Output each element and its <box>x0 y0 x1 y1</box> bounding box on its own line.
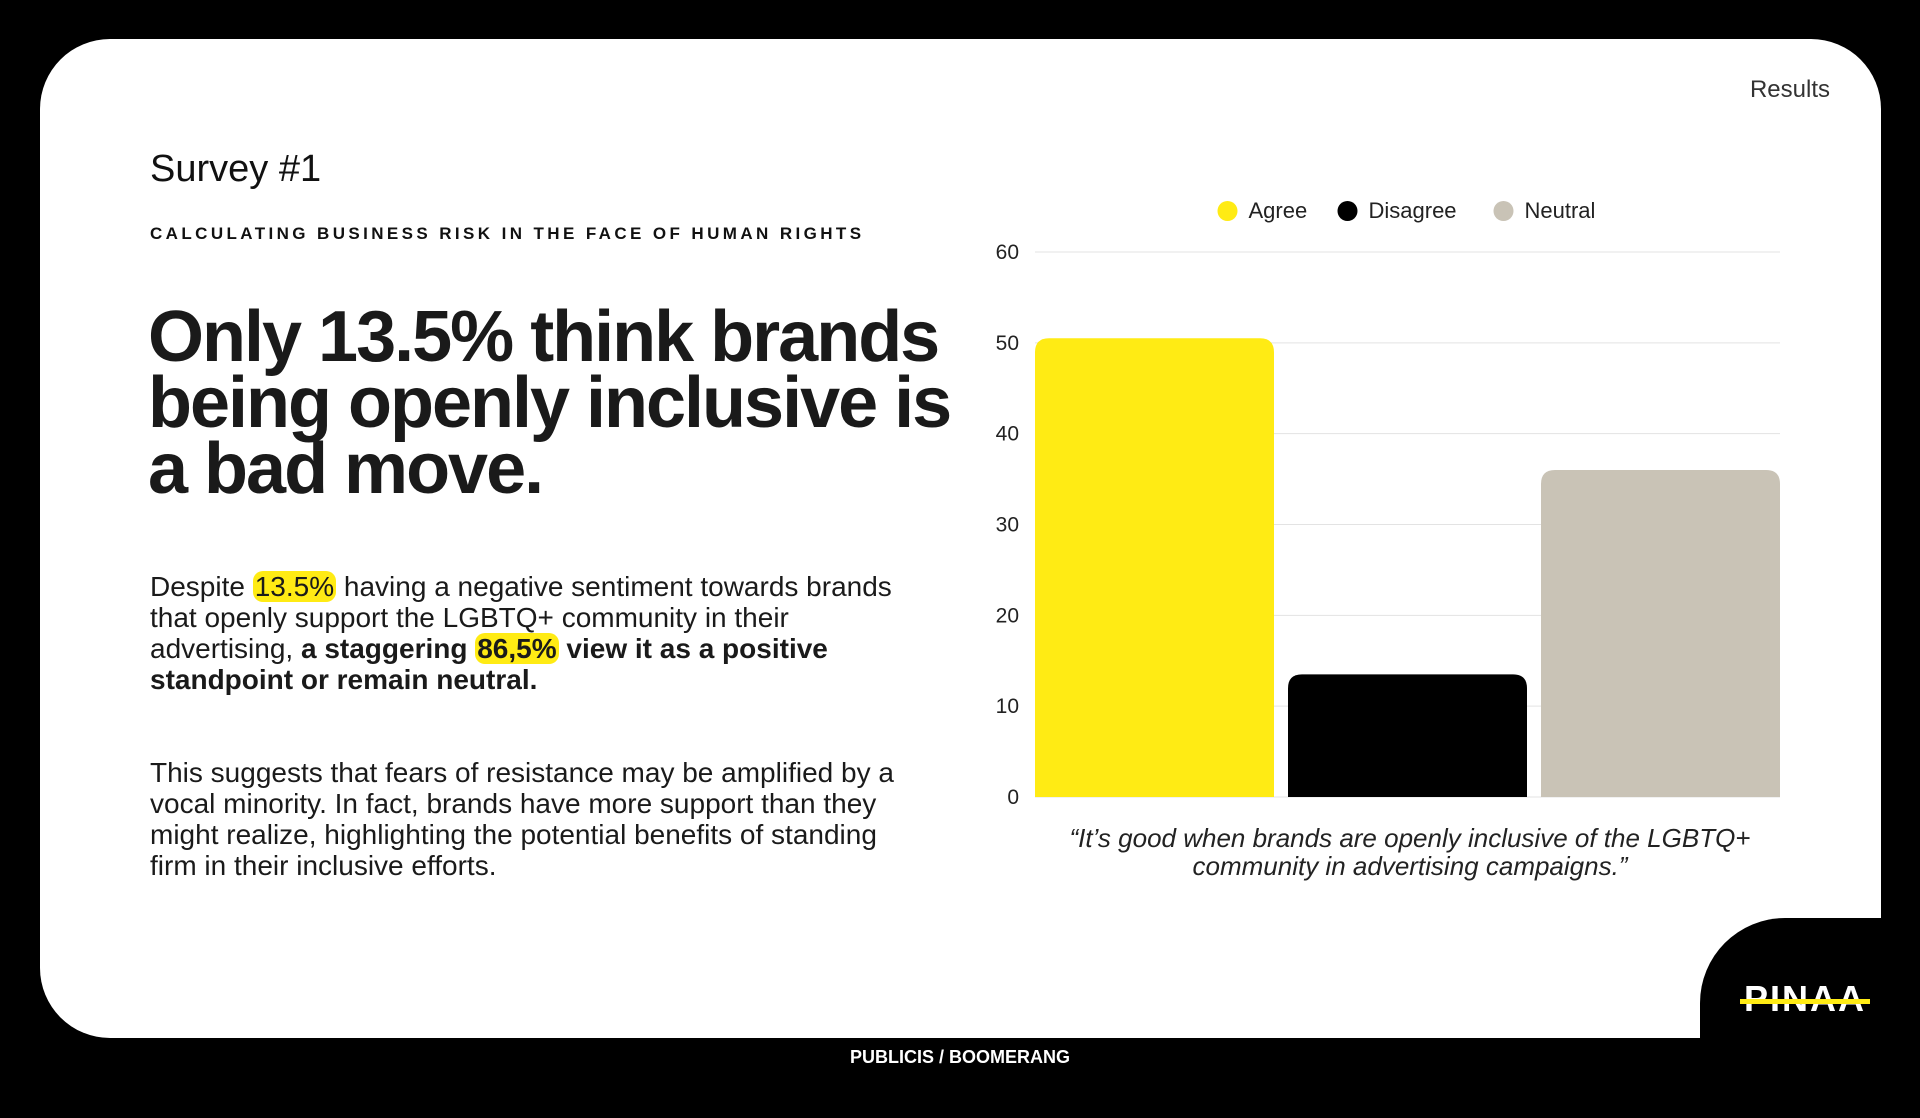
bar-agree <box>1035 338 1274 797</box>
chart-svg: 0 10 20 30 40 50 60 Agree Disagree Neutral <box>996 198 1780 809</box>
legend-label-neutral: Neutral <box>1525 198 1596 223</box>
y-tick-label: 40 <box>996 423 1019 446</box>
highlight-positive-share: 86,5% <box>475 633 559 664</box>
paragraph-bold-text: a staggering <box>300 633 476 664</box>
chart-caption: “It’s good when brands are openly inclus… <box>1069 823 1751 881</box>
y-tick-label: 60 <box>996 241 1019 264</box>
bar-neutral <box>1541 470 1780 797</box>
section-tag: Results <box>1749 76 1830 103</box>
bar-chart: 0 10 20 30 40 50 60 Agree Disagree Neutral <box>975 185 1795 905</box>
y-tick-label: 30 <box>996 514 1019 537</box>
y-tick-label: 0 <box>1007 786 1019 809</box>
legend-marker-disagree <box>1337 201 1358 221</box>
legend-label-disagree: Disagree <box>1369 198 1457 223</box>
kicker-subtitle: CALCULATING BUSINESS RISK IN THE FACE OF… <box>150 224 865 243</box>
y-tick-label: 20 <box>996 604 1019 627</box>
headline: Only 13.5% think brands being openly inc… <box>148 297 952 509</box>
y-tick-label: 50 <box>996 332 1019 355</box>
pinaa-logo: PINAA <box>1739 978 1871 1019</box>
y-tick-label: 10 <box>996 695 1019 718</box>
legend-label-agree: Agree <box>1249 198 1308 223</box>
paragraph-insight: This suggests that fears of resistance m… <box>150 757 894 881</box>
highlight-negative-share: 13.5% <box>252 571 337 602</box>
footer-credit: PUBLICIS / BOOMERANG <box>849 1047 1070 1067</box>
paragraph-sentiment: Despite 13.5% having a negative sentimen… <box>150 571 910 695</box>
bar-disagree <box>1288 674 1527 797</box>
paragraph-text: Despite <box>150 571 253 602</box>
paragraph-text: having a negative sentiment towards bran… <box>150 571 892 664</box>
survey-title: Survey #1 <box>150 148 322 190</box>
legend-marker-neutral <box>1493 201 1514 221</box>
legend-marker-agree <box>1217 201 1238 221</box>
paragraph-bold-text: view it as a positive standpoint or rema… <box>150 633 828 695</box>
